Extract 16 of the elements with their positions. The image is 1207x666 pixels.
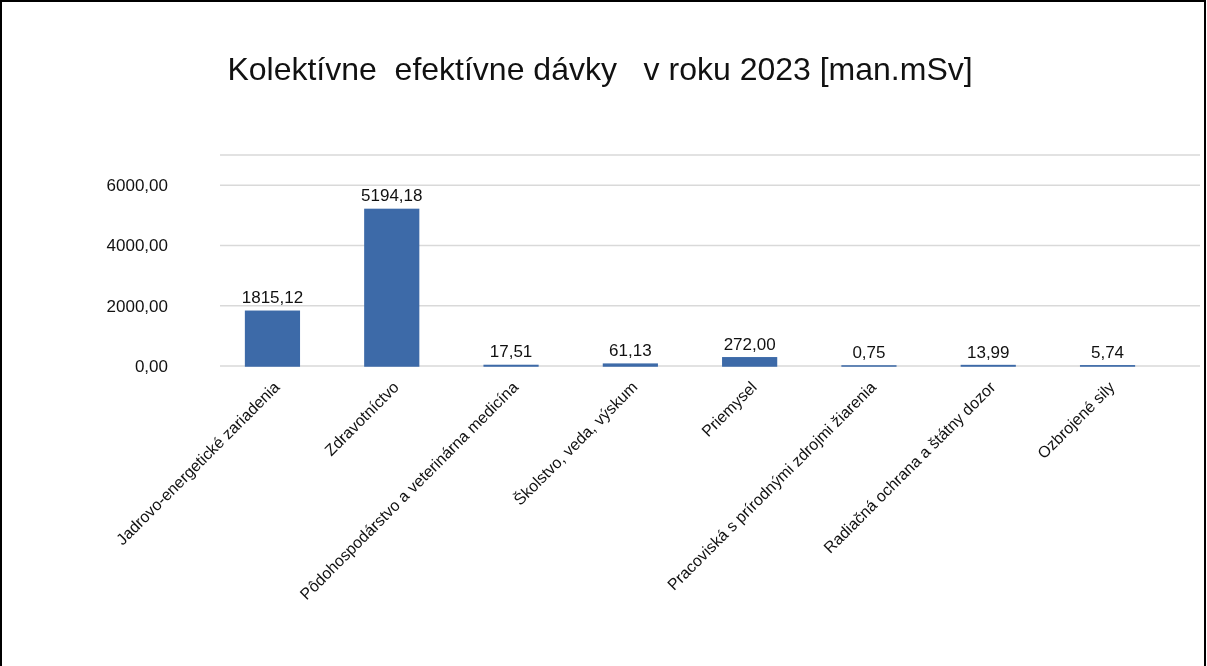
- bar: [364, 208, 420, 367]
- y-tick-label: 2000,00: [106, 296, 168, 316]
- data-label: 5194,18: [361, 186, 423, 206]
- data-label: 5,74: [1091, 342, 1125, 362]
- data-label: 272,00: [723, 334, 776, 354]
- y-tick-label: 0,00: [134, 356, 168, 376]
- data-label: 61,13: [609, 341, 652, 361]
- y-tick-label: 6000,00: [106, 176, 168, 196]
- bar: [722, 357, 778, 367]
- bar: [244, 310, 301, 367]
- data-label: 17,51: [489, 342, 533, 362]
- data-label: 1815,12: [241, 288, 304, 308]
- chart-title: Kolektívne efektívne dávky v roku 2023 [man.mSv]: [227, 51, 973, 87]
- data-label: 13,99: [966, 342, 1010, 362]
- y-tick-label: 4000,00: [106, 236, 168, 256]
- data-label: 0,75: [852, 342, 886, 362]
